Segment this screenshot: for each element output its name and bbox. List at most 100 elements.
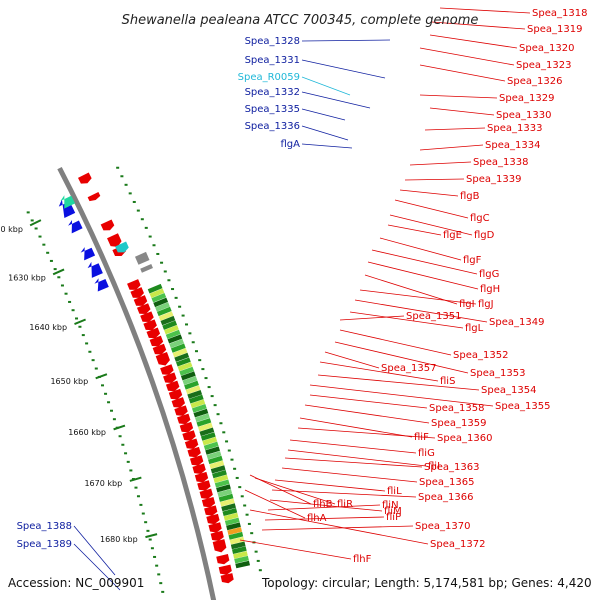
tick-dot — [141, 512, 145, 515]
gene-label: Spea_1372 — [430, 539, 485, 550]
tick-dot — [136, 495, 140, 498]
tick-dot — [155, 564, 159, 567]
tick-dot — [159, 582, 163, 585]
feature-block — [229, 536, 245, 545]
feature-block — [155, 302, 170, 312]
gene-label: flgB — [460, 191, 480, 202]
kbp-tick — [129, 476, 142, 482]
feature-block — [162, 320, 178, 330]
leader-line — [379, 237, 462, 261]
forward-gene — [165, 380, 180, 392]
leader-line — [387, 224, 442, 236]
reverse-gene — [58, 199, 76, 219]
gene-label: Spea_1331 — [245, 55, 300, 66]
gene-label: Spea_1365 — [419, 477, 474, 488]
tick-dot — [101, 384, 105, 387]
tick-dot — [104, 392, 108, 395]
tick-dot — [71, 309, 75, 312]
leader-line — [419, 94, 498, 99]
feature-block — [165, 329, 181, 339]
forward-gene — [212, 539, 227, 553]
tick-dot — [174, 296, 178, 299]
feature-block — [231, 546, 247, 554]
tick-dot — [148, 538, 152, 541]
gene-label: Spea_1320 — [519, 43, 574, 54]
feature-block — [216, 484, 231, 493]
feature-block — [160, 315, 176, 326]
gene-label: fliR — [337, 499, 353, 510]
gene-label: Spea_1352 — [453, 350, 508, 361]
forward-gene — [216, 553, 230, 565]
feature-block — [176, 357, 191, 367]
gene-label: Spea_1328 — [245, 36, 300, 47]
tick-dot — [75, 317, 79, 320]
forward-gene — [107, 233, 122, 247]
tick-dot — [204, 377, 208, 380]
forward-gene — [143, 319, 157, 331]
kbp-tick-label: 1640 kbp — [29, 323, 67, 332]
leader-line — [269, 499, 383, 512]
kbp-tick — [52, 268, 65, 276]
feature-block — [209, 460, 225, 469]
feature-block — [218, 493, 234, 502]
feature-block — [230, 541, 246, 550]
feature-block — [169, 338, 184, 349]
rna-gene — [115, 241, 129, 253]
feature-block — [228, 531, 244, 540]
gene-label: flgI — [459, 299, 475, 310]
gene-label: fliG — [418, 448, 435, 459]
feature-block — [205, 446, 220, 455]
tick-dot — [42, 243, 46, 246]
feature-block — [206, 451, 222, 460]
feature-block — [156, 306, 172, 317]
tick-dot — [191, 341, 195, 344]
feature-block — [177, 362, 193, 372]
tick-dot — [57, 276, 61, 279]
reverse-gene — [87, 261, 103, 278]
gene-label: flgA — [281, 139, 301, 150]
gene-label: Spea_1335 — [245, 104, 300, 115]
forward-gene — [163, 372, 177, 384]
tick-dot — [128, 192, 132, 195]
forward-gene — [177, 413, 191, 425]
forward-gene — [160, 364, 174, 375]
feature-block — [200, 432, 216, 441]
tick-dot — [258, 569, 262, 572]
leader-line — [249, 509, 429, 545]
feature-block — [135, 251, 150, 265]
leader-line — [289, 439, 417, 454]
gene-label: Spea_1339 — [466, 174, 521, 185]
leader-line — [299, 417, 413, 438]
gene-label: fliM — [384, 506, 402, 517]
forward-gene — [220, 573, 234, 584]
tick-dot — [188, 332, 192, 335]
gene-label: fliS — [440, 376, 455, 387]
gene-label: flhF — [353, 554, 372, 565]
feature-block — [199, 427, 215, 437]
feature-block — [179, 366, 195, 376]
tick-dot — [78, 325, 82, 328]
feature-block — [172, 348, 188, 358]
tick-dot — [121, 443, 125, 446]
leader-line — [389, 214, 473, 236]
tick-dot — [136, 209, 140, 212]
leader-line — [394, 199, 469, 219]
gene-label: Spea_1338 — [473, 157, 528, 168]
tick-dot — [91, 359, 95, 362]
feature-block — [221, 503, 236, 512]
tick-dot — [245, 513, 249, 516]
gene-label: Spea_1323 — [516, 60, 571, 71]
reverse-gene — [80, 247, 96, 261]
feature-block — [210, 465, 226, 474]
forward-gene — [136, 303, 151, 314]
gene-label: flhA — [307, 513, 327, 524]
leader-line — [254, 477, 336, 505]
feature-block — [191, 404, 207, 413]
kbp-tick-label: 1630 kbp — [8, 274, 46, 283]
forward-gene — [218, 564, 232, 575]
leader-line — [297, 427, 436, 439]
leader-line — [301, 91, 371, 109]
tick-dot — [247, 522, 251, 525]
tick-dot — [153, 555, 157, 558]
gene-label: flgE — [443, 230, 462, 241]
